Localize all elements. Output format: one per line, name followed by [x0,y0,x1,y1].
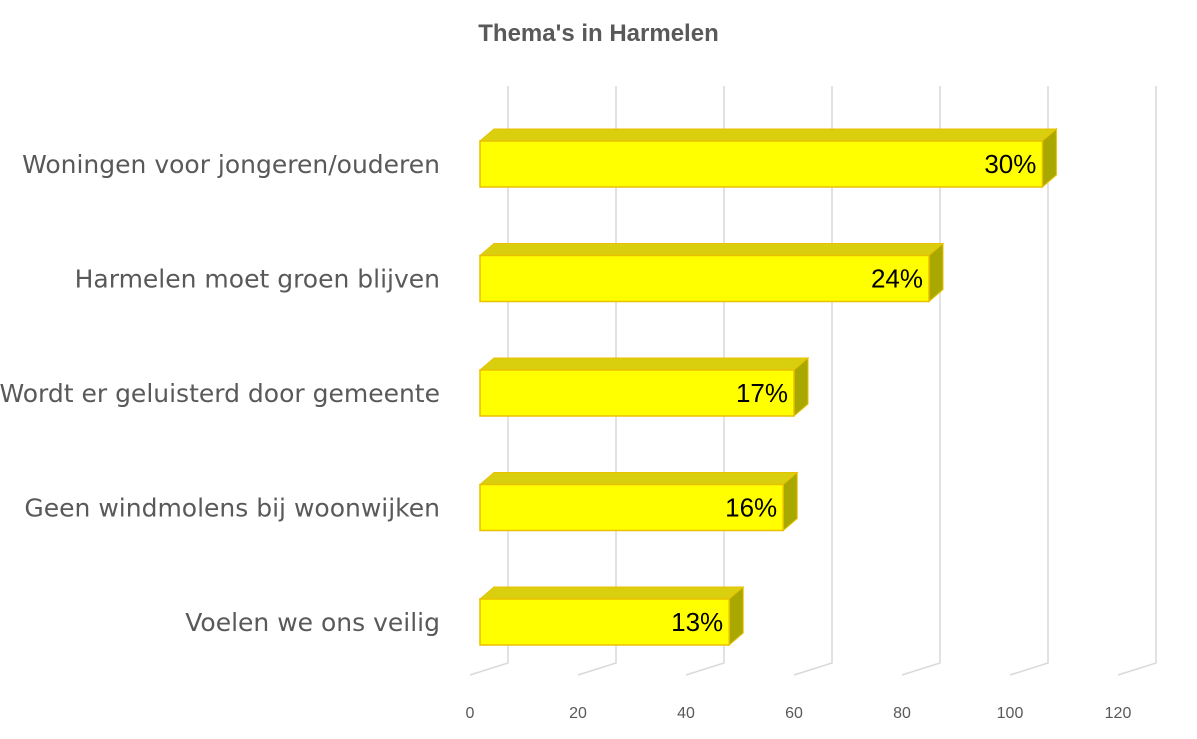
x-tick-label: 120 [1105,705,1132,722]
gridline [1117,86,1157,676]
category-label: Woningen voor jongeren/ouderen [22,150,440,179]
category-label: Voelen we ons veilig [185,608,440,637]
bar-top-face [478,357,810,371]
data-label: 24% [871,264,923,294]
x-tick-label: 60 [785,705,803,722]
data-label: 30% [984,149,1036,179]
bar-top-face [478,472,799,485]
data-label: 16% [725,493,777,523]
category-label: Wordt er geluisterd door gemeente [0,379,440,408]
bar [479,369,795,417]
category-label: Harmelen moet groen blijven [75,265,440,294]
x-tick-label: 20 [569,705,587,722]
x-tick-label: 0 [466,705,475,722]
bar-top-face [478,243,945,256]
bar-top-face [478,128,1058,142]
gridline [1009,86,1049,676]
data-label: 13% [671,607,723,637]
data-label: 17% [736,378,788,408]
x-tick-label: 100 [997,705,1024,722]
bar [479,254,930,303]
chart-title: Thema's in Harmelen [478,20,719,47]
bar-top-face [478,586,745,600]
x-tick-label: 80 [893,705,911,722]
x-tick-label: 40 [677,705,695,722]
bar [479,140,1044,188]
bar [479,483,784,532]
category-label: Geen windmolens bij woonwijken [24,494,440,523]
bar [479,598,730,646]
